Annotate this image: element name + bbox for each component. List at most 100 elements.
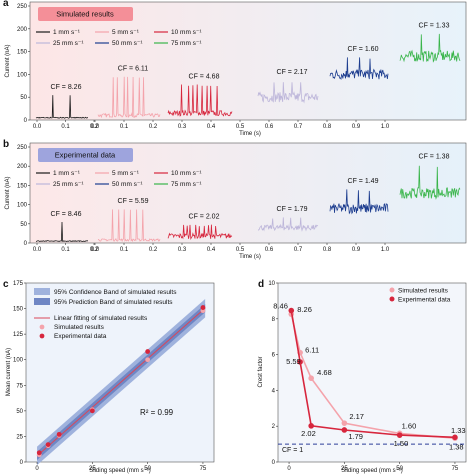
y-tick-label: 0 [24, 118, 28, 124]
panel-label: d [258, 279, 264, 290]
y-tick-label: 50 [20, 222, 27, 228]
x-tick-label: 0.1 [120, 247, 129, 253]
x-tick-label: 25 [341, 466, 348, 472]
x-tick-label: 0.3 [178, 247, 187, 253]
y-axis-label: Current (nA) [5, 44, 11, 77]
experimental-point [145, 349, 151, 354]
x-tick-label: 50 [396, 466, 403, 472]
trace-line [36, 221, 88, 243]
experimental-point [36, 450, 42, 456]
y-tick-label: 8 [272, 317, 276, 323]
series-point [308, 423, 314, 429]
legend-label: 50 mm s⁻¹ [112, 181, 143, 188]
x-tick-label: 0.0 [91, 124, 100, 130]
panel-tag-box [38, 148, 133, 162]
data-label: 1.33 [451, 426, 466, 435]
legend-label: 25 mm s⁻¹ [53, 40, 84, 47]
panel-c: c 0 25 50 75 0 25 50 75 100 125 150 175 Mean current … [3, 279, 215, 474]
data-label: 6.11 [305, 346, 319, 355]
simulated-point [145, 357, 151, 363]
x-tick-label: 0.0 [33, 247, 42, 253]
x-tick-label: 0.0 [91, 247, 100, 253]
trace-line [257, 82, 319, 104]
crest-factor-label: CF = 8.26 [51, 84, 82, 91]
data-label: 2.17 [349, 412, 364, 421]
x-tick-label: 0.2 [149, 247, 158, 253]
panel-tag: Experimental data [55, 151, 116, 160]
x-tick-label: 0.8 [323, 247, 332, 253]
legend-label: 10 mm s⁻¹ [171, 29, 202, 36]
series-point [308, 375, 314, 382]
legend-swatch [389, 296, 395, 302]
series-point [297, 359, 303, 365]
legend-label: 5 mm s⁻¹ [112, 29, 140, 36]
y-tick-label: 50 [20, 95, 27, 101]
x-tick-label: 0.2 [149, 124, 158, 130]
y-tick-label: 25 [16, 434, 23, 440]
x-tick-label: 0 [287, 466, 291, 472]
x-tick-label: 1.0 [381, 247, 390, 253]
y-tick-label: 75 [16, 383, 23, 389]
y-tick-label: 0 [24, 241, 28, 247]
panel-tag: Simulated results [56, 10, 114, 19]
series-line [290, 310, 455, 439]
x-tick-label: 25 [89, 466, 96, 472]
legend-label: 25 mm s⁻¹ [53, 181, 84, 188]
y-tick-label: 4 [272, 388, 276, 394]
y-tick-label: 100 [13, 358, 24, 364]
data-label: 1.50 [394, 439, 409, 448]
crest-factor-label: CF = 6.11 [118, 66, 149, 73]
x-tick-label: 0.4 [207, 247, 216, 253]
y-tick-label: 6 [272, 353, 276, 359]
data-label: 1.38 [449, 442, 464, 451]
data-label: 5.59 [286, 357, 301, 366]
crest-factor-label: CF = 1.49 [348, 178, 379, 185]
legend-label: Linear fitting of simulated results [54, 315, 148, 322]
legend-swatch [34, 298, 50, 305]
y-tick-label: 100 [17, 72, 28, 78]
panel-d: d CF = 1 8.26 6.11 4.68 2.17 1.60 1.33 8.46 5.59 2… [258, 279, 467, 474]
legend-label: 95% Prediction Band of simulated results [54, 299, 173, 306]
x-axis-label: Sliding speed (mm s⁻¹) [341, 468, 403, 474]
experimental-point [89, 408, 95, 414]
data-label: 4.68 [317, 368, 332, 377]
legend-label: 50 mm s⁻¹ [112, 40, 143, 47]
x-tick-label: 75 [200, 466, 207, 472]
y-tick-label: 0 [20, 460, 24, 466]
crest-factor-label: CF = 1.79 [277, 206, 308, 213]
legend-swatch [389, 287, 395, 293]
legend-label: 10 mm s⁻¹ [171, 170, 202, 177]
legend-swatch [34, 288, 50, 295]
series-point [396, 432, 403, 438]
series-point [452, 434, 458, 441]
y-tick-label: 250 [17, 4, 28, 10]
x-tick-label: 0.1 [61, 247, 70, 253]
legend-label: 1 mm s⁻¹ [53, 170, 81, 177]
trace-line [35, 95, 88, 119]
legend-label: Experimental data [398, 297, 451, 304]
y-tick-label: 175 [13, 281, 24, 287]
legend-swatch [39, 333, 45, 339]
plot-area [29, 1, 467, 121]
y-tick-label: 10 [268, 281, 275, 287]
x-tick-label: 0.4 [207, 124, 216, 130]
x-tick-label: 0.2 [90, 124, 99, 130]
legend-label: 75 mm s⁻¹ [171, 40, 202, 47]
r-squared-annotation: R² = 0.99 [140, 408, 174, 417]
x-tick-label: 0.7 [294, 247, 303, 253]
y-axis-label: Mean current (nA) [6, 348, 12, 396]
series-line [290, 313, 455, 439]
crest-factor-label: CF = 1.60 [348, 46, 379, 53]
trace-line [329, 189, 389, 215]
x-tick-label: 0.6 [265, 124, 274, 130]
x-tick-label: 0.8 [323, 124, 332, 130]
x-tick-label: 1.0 [381, 124, 390, 130]
trace-line [399, 165, 461, 200]
y-tick-label: 150 [13, 307, 24, 313]
experimental-point [200, 305, 206, 310]
x-tick-label: 50 [144, 466, 151, 472]
series-point [341, 427, 348, 433]
x-axis-label: Time (s) [239, 131, 261, 137]
reference-line-label: CF = 1 [282, 447, 303, 454]
